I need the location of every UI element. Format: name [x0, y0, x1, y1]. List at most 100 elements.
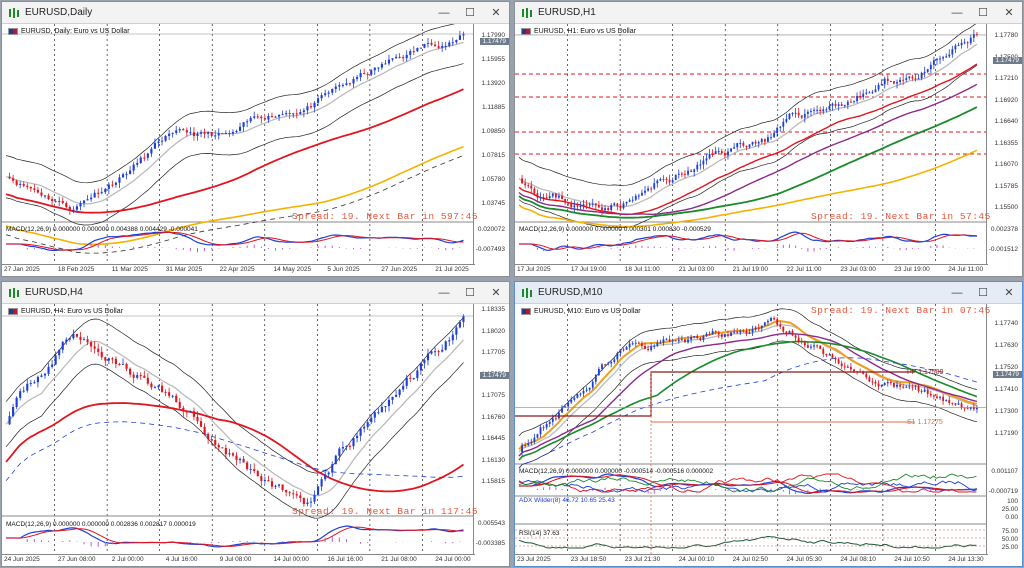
- bollinger-upper-line: [5, 24, 456, 184]
- candle-body: [199, 132, 203, 134]
- price-chart[interactable]: [515, 24, 988, 264]
- candle-body: [653, 183, 656, 189]
- price-axis[interactable]: 1.17740 1.17630 1.17520 1.17410 1.17300 1.171…: [986, 304, 1022, 556]
- candle-body: [285, 489, 288, 493]
- minimize-button[interactable]: —: [438, 286, 450, 299]
- restore-button[interactable]: ☐: [465, 6, 475, 19]
- title-bar[interactable]: EURUSD,M10 — ☐ ✕: [515, 282, 1022, 304]
- candle-body: [948, 54, 951, 57]
- close-button[interactable]: ✕: [1004, 286, 1014, 299]
- title-bar[interactable]: EURUSD,H4 — ☐ ✕: [2, 282, 509, 304]
- title-bar[interactable]: EURUSD,H1 — ☐ ✕: [515, 2, 1022, 24]
- chart-window-daily[interactable]: EURUSD,Daily — ☐ ✕ 1.17990 1.15955 1.13920…: [1, 1, 510, 277]
- candle-body: [157, 385, 160, 388]
- candle-body: [93, 346, 96, 349]
- restore-button[interactable]: ☐: [978, 6, 988, 19]
- candle-body: [896, 384, 898, 387]
- price-tick: 1.17520: [994, 364, 1019, 371]
- chart-window-m10[interactable]: EURUSD,M10 — ☐ ✕ 1.17740 1.17630 1.17520 1.…: [514, 281, 1023, 567]
- chart-window-h4[interactable]: EURUSD,H4 — ☐ ✕ 1.18335 1.18020 1.17705 1.1…: [1, 281, 510, 567]
- candle-body: [853, 369, 855, 372]
- time-tick: 24 Jul 05:30: [786, 556, 822, 563]
- candle-body: [567, 402, 570, 407]
- time-tick: 23 Jul 03:00: [840, 266, 876, 273]
- time-tick: 24 Jul 08:10: [840, 556, 876, 563]
- price-tick: 1.15500: [994, 204, 1019, 211]
- restore-button[interactable]: ☐: [978, 286, 988, 299]
- candle-body: [217, 133, 220, 136]
- candle-body: [622, 203, 625, 209]
- close-button[interactable]: ✕: [491, 6, 501, 19]
- minimize-button[interactable]: —: [951, 6, 963, 19]
- candle-body: [182, 129, 185, 131]
- candle-body: [889, 382, 892, 384]
- candle-body: [579, 206, 582, 208]
- candle-body: [785, 119, 788, 122]
- candle-body: [281, 114, 284, 116]
- time-tick: 24 Jul 00:00: [435, 556, 471, 563]
- candle-body: [302, 110, 305, 113]
- price-chart[interactable]: [515, 304, 988, 554]
- candle-body: [932, 395, 935, 397]
- price-chart[interactable]: [2, 24, 475, 264]
- candle-body: [380, 64, 383, 68]
- time-tick: 14 Jul 00:00: [273, 556, 309, 563]
- candle-body: [434, 44, 437, 47]
- restore-button[interactable]: ☐: [465, 286, 475, 299]
- candle-body: [674, 174, 677, 181]
- candle-body: [945, 56, 948, 58]
- bollinger-middle-line: [5, 41, 464, 205]
- time-tick: 5 Jun 2025: [327, 266, 360, 273]
- candle-body: [93, 192, 96, 198]
- price-axis[interactable]: 1.17990 1.15955 1.13920 1.11885 1.09850 1.078…: [473, 24, 509, 266]
- chart-window-h1[interactable]: EURUSD,H1 — ☐ ✕ 1.177801.175001.172101.1…: [514, 1, 1023, 277]
- candle-body: [862, 93, 865, 98]
- minimize-button[interactable]: —: [438, 6, 450, 19]
- candle-body: [444, 45, 447, 47]
- candle-body: [207, 434, 210, 440]
- candle-body: [659, 342, 662, 344]
- candle-body: [75, 206, 78, 210]
- candle-body: [171, 395, 174, 397]
- window-title: EURUSD,H4: [25, 287, 83, 298]
- candle-body: [788, 113, 791, 120]
- close-button[interactable]: ✕: [491, 286, 501, 299]
- candle-body: [90, 197, 93, 200]
- candle-body: [58, 349, 61, 356]
- candle-body: [402, 385, 405, 390]
- candle-body: [674, 340, 677, 342]
- title-bar[interactable]: EURUSD,Daily — ☐ ✕: [2, 2, 509, 24]
- price-axis[interactable]: 1.183351.180201.177051.173901.170751.167…: [473, 304, 509, 556]
- minimize-button[interactable]: —: [951, 286, 963, 299]
- candle-body: [22, 183, 25, 186]
- candle-body: [880, 384, 883, 387]
- indicator-tick: 0.020072: [477, 226, 505, 233]
- candle-body: [253, 469, 256, 472]
- candle-body: [111, 184, 114, 186]
- candle-body: [551, 418, 554, 422]
- indicator-tick: 50.00: [1001, 536, 1018, 543]
- candle-body: [338, 448, 341, 456]
- moving-average-line: [518, 149, 978, 228]
- macd-line: [6, 231, 464, 251]
- candle-body: [419, 363, 422, 371]
- bollinger-middle-line: [5, 339, 464, 497]
- macd-panel: [6, 231, 464, 253]
- candle-body: [687, 170, 689, 175]
- candle-body: [806, 345, 809, 348]
- price-axis[interactable]: 1.177801.175001.172101.169201.166401.163…: [986, 24, 1022, 266]
- candle-body: [168, 392, 171, 396]
- candle-body: [628, 200, 631, 202]
- close-button[interactable]: ✕: [1004, 6, 1014, 19]
- price-chart[interactable]: [2, 304, 475, 554]
- candle-body: [966, 407, 969, 409]
- candle-body: [65, 203, 68, 207]
- candle-body: [690, 337, 693, 340]
- candle-body: [238, 458, 242, 461]
- candle-body: [107, 358, 110, 361]
- candle-body: [182, 407, 185, 412]
- candle-body: [558, 195, 560, 198]
- candle-body: [416, 370, 419, 379]
- candle-body: [185, 411, 188, 413]
- candle-body: [871, 381, 874, 383]
